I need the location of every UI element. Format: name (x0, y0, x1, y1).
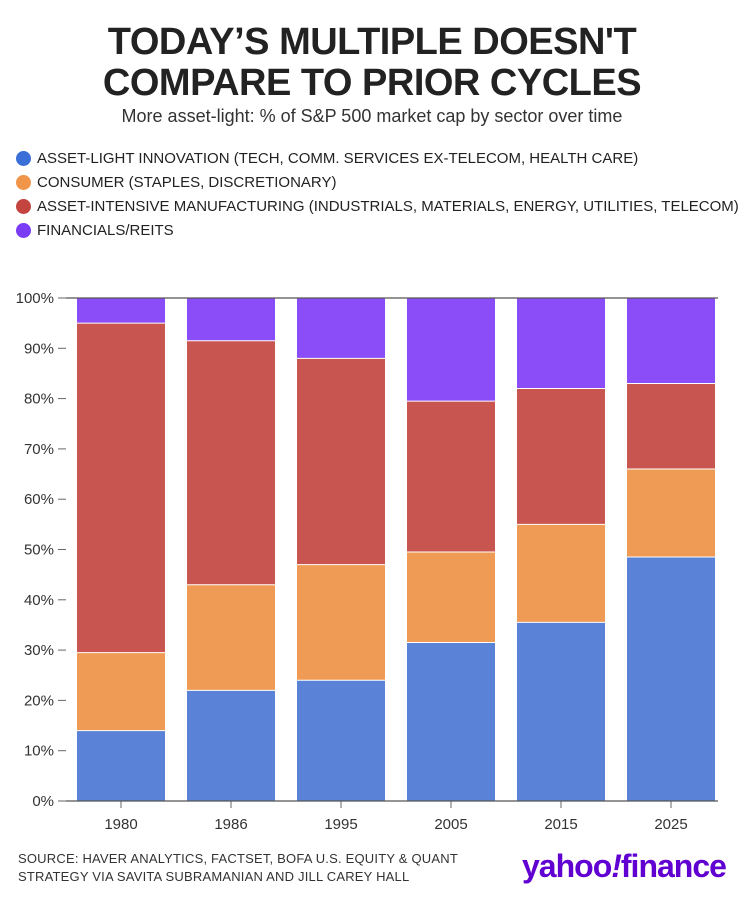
legend-label: CONSUMER (STAPLES, DISCRETIONARY) (37, 173, 337, 191)
y-tick-label: 0% (32, 793, 54, 810)
source-line-1: SOURCE: HAVER ANALYTICS, FACTSET, BOFA U… (18, 851, 458, 866)
y-tick-label: 60% (24, 491, 54, 508)
legend-item: FINANCIALS/REITS (16, 218, 736, 242)
chart-legend: ASSET-LIGHT INNOVATION (TECH, COMM. SERV… (16, 146, 739, 242)
legend-item: ASSET-INTENSIVE MANUFACTURING (INDUSTRIA… (16, 194, 739, 218)
legend-marker (16, 174, 31, 190)
bar-segment (627, 469, 715, 558)
chart-subtitle: More asset-light: % of S&P 500 market ca… (121, 106, 623, 126)
chart-title-line-1: TODAY’S MULTIPLE DOESN'T (107, 21, 637, 63)
chart-title: TODAY’S MULTIPLE DOESN'T COMPARE TO PRIO… (0, 22, 744, 104)
y-tick-label: 100% (16, 290, 54, 307)
source-line-2: STRATEGY VIA SAVITA SUBRAMANIAN AND JILL… (18, 869, 410, 884)
legend-item: CONSUMER (STAPLES, DISCRETIONARY) (16, 170, 736, 194)
y-tick-label: 90% (24, 340, 54, 357)
bar-segment (407, 552, 495, 643)
x-tick-label: 2015 (544, 816, 577, 833)
x-tick-label: 1986 (214, 816, 247, 833)
y-tick-label: 20% (24, 692, 54, 709)
bar-segment (407, 642, 495, 801)
legend-item: ASSET-LIGHT INNOVATION (TECH, COMM. SERV… (16, 146, 736, 170)
bar-segment (297, 298, 385, 359)
bar-segment (297, 680, 385, 801)
bar-segment (517, 622, 605, 801)
legend-marker (16, 222, 31, 238)
legend-marker (16, 198, 31, 214)
bar-segment (627, 383, 715, 470)
bar-segment (407, 298, 495, 402)
bar-segment (517, 524, 605, 623)
y-tick-label: 80% (24, 391, 54, 408)
y-tick-label: 70% (24, 441, 54, 458)
y-tick-label: 10% (24, 743, 54, 760)
bar-segment (297, 564, 385, 681)
bar-segment (407, 401, 495, 553)
legend-label: FINANCIALS/REITS (37, 221, 174, 239)
logo-word-yahoo: yahoo (522, 848, 612, 884)
bar-segment (187, 584, 275, 691)
bar-segment (77, 298, 165, 324)
bar-segment (517, 388, 605, 525)
logo-bang: ! (611, 848, 622, 884)
x-tick-label: 2005 (434, 816, 467, 833)
logo-word-finance: finance (620, 848, 727, 884)
bar-segment (187, 690, 275, 801)
legend-marker (16, 150, 31, 166)
yahoo-finance-logo: yahoo!finance (522, 848, 727, 885)
bar-segment (627, 557, 715, 801)
legend-label: ASSET-LIGHT INNOVATION (TECH, COMM. SERV… (37, 149, 639, 167)
bar-segment (77, 323, 165, 653)
bar-segment (517, 298, 605, 389)
y-tick-label: 40% (24, 592, 54, 609)
source-note: SOURCE: HAVER ANALYTICS, FACTSET, BOFA U… (18, 850, 488, 886)
bar-segment (627, 298, 715, 384)
chart-title-line-2: COMPARE TO PRIOR CYCLES (102, 62, 642, 104)
x-tick-label: 1980 (104, 816, 137, 833)
x-tick-label: 1995 (324, 816, 357, 833)
bar-segment (187, 298, 275, 341)
bar-segment (77, 730, 165, 801)
bar-segment (187, 340, 275, 585)
bar-segment (297, 358, 385, 565)
x-tick-label: 2025 (654, 816, 687, 833)
stacked-bar-chart: 0% 10% 20% 30% 40% 50% 60% 70% 80% 90% 100% 1980 198… (16, 290, 718, 833)
bar-segment (77, 652, 165, 731)
y-tick-label: 30% (24, 642, 54, 659)
legend-label: ASSET-INTENSIVE MANUFACTURING (INDUSTRIA… (37, 197, 739, 215)
y-tick-label: 50% (24, 542, 54, 559)
